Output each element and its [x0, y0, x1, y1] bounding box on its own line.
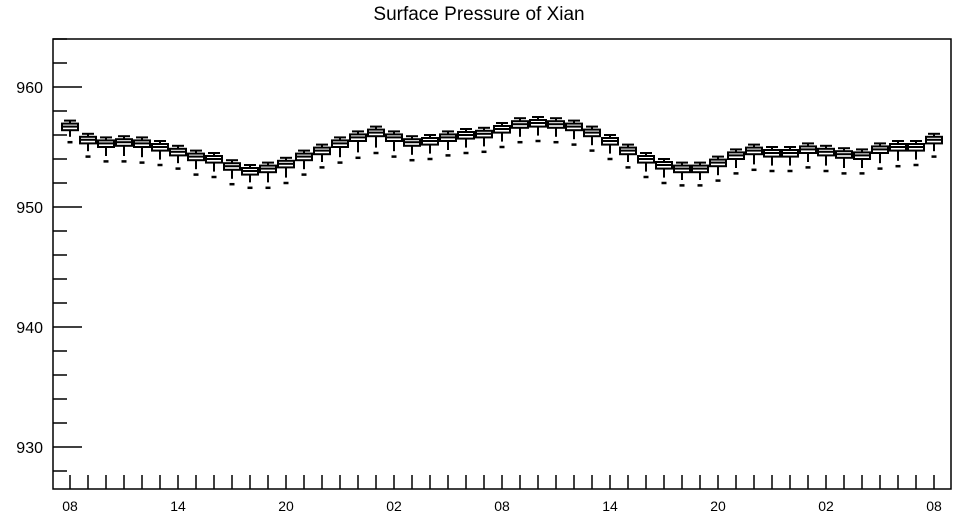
box [259, 161, 277, 190]
box [385, 130, 403, 158]
box [925, 132, 943, 158]
chart-title: Surface Pressure of Xian [373, 4, 585, 25]
box [367, 125, 385, 155]
box [745, 143, 763, 172]
box [871, 142, 889, 170]
box [907, 140, 925, 167]
box [637, 152, 655, 179]
plot-frame [52, 38, 952, 490]
x-tick-label: 20 [278, 498, 294, 514]
box [439, 130, 457, 157]
box [313, 143, 331, 169]
x-tick-label: 08 [926, 498, 942, 514]
x-tick-label: 08 [62, 498, 78, 514]
box [133, 136, 151, 164]
x-tick-label: 14 [170, 498, 186, 514]
x-tick-label: 02 [818, 498, 834, 514]
box [547, 117, 565, 144]
box [79, 132, 97, 158]
box [403, 135, 421, 162]
box [223, 159, 241, 186]
box [529, 116, 547, 143]
x-axis: 08 14 20 02 08 14 20 02 08 [62, 475, 942, 514]
box [817, 144, 835, 173]
box [493, 122, 511, 149]
x-tick-label: 08 [494, 498, 510, 514]
box [457, 128, 475, 155]
y-tick-label: 930 [16, 440, 43, 457]
box [295, 149, 313, 176]
box [475, 126, 493, 154]
box-series [61, 116, 943, 190]
box [331, 136, 349, 164]
box [187, 149, 205, 176]
x-tick-label: 02 [386, 498, 402, 514]
box [655, 158, 673, 185]
box [277, 156, 295, 185]
box [601, 134, 619, 161]
box [727, 148, 745, 175]
y-tick-label: 960 [16, 80, 43, 97]
box [709, 155, 727, 182]
box [835, 147, 853, 175]
box [349, 130, 367, 160]
box [763, 146, 781, 173]
box [781, 146, 799, 173]
box [853, 148, 871, 175]
box [421, 134, 439, 161]
box [61, 119, 79, 144]
box [565, 119, 583, 146]
x-tick-label: 20 [710, 498, 726, 514]
box [799, 142, 817, 169]
box [151, 140, 169, 167]
box [241, 164, 259, 190]
box [511, 117, 529, 144]
box [97, 136, 115, 163]
y-axis: 930 940 950 960 [16, 38, 82, 472]
box [115, 135, 133, 163]
box [889, 140, 907, 168]
y-tick-label: 940 [16, 320, 43, 337]
x-tick-label: 14 [602, 498, 618, 514]
box [619, 143, 637, 169]
box [583, 125, 601, 152]
box [205, 152, 223, 179]
box [691, 161, 709, 187]
box [169, 144, 187, 170]
box [673, 161, 691, 187]
y-tick-label: 950 [16, 200, 43, 217]
